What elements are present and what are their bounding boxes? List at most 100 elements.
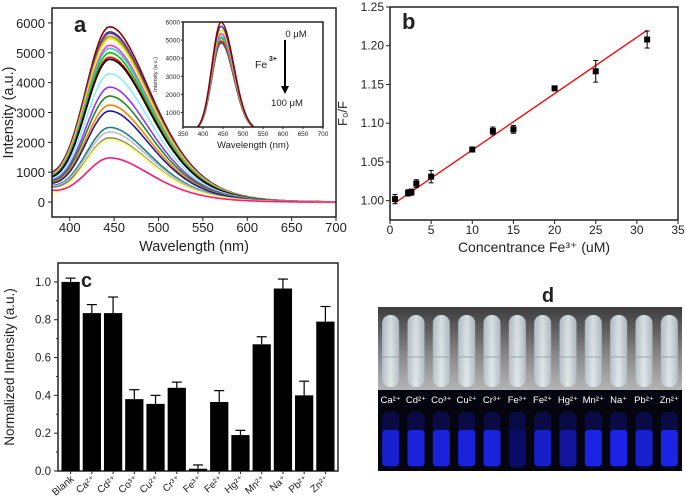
data-point-6 <box>489 127 496 134</box>
tube-uv-fluorescence <box>610 430 628 466</box>
spectrum-line-19 <box>52 157 336 203</box>
x-tick-label: 30 <box>630 223 644 237</box>
inset-x-tick-label: 650 <box>298 131 309 138</box>
x-tick-label: Fe²⁺ <box>203 474 226 495</box>
inset-annotation-ion: Fe <box>255 59 267 71</box>
panel-label: d <box>542 285 554 307</box>
x-tick-label: Ca²⁺ <box>74 474 97 496</box>
data-point-2 <box>408 189 415 196</box>
x-tick-label: 600 <box>236 220 258 235</box>
tube-label: Fe²⁺ <box>533 395 552 406</box>
tube-uv-fluorescence <box>534 430 552 466</box>
inset-x-tick-label: 600 <box>278 131 289 138</box>
x-tick-label: Cu²⁺ <box>138 474 161 496</box>
inset-y-tick-label: 5000 <box>166 38 181 45</box>
bar-9 <box>252 344 271 471</box>
inset-y-tick-label: 2000 <box>166 92 181 99</box>
tube-uv-fluorescence <box>508 430 526 466</box>
tube-daylight <box>483 315 501 387</box>
x-tick-label: Cd²⁺ <box>96 474 119 496</box>
x-tick-label: Mn²⁺ <box>243 474 267 496</box>
tube-uv-fluorescence <box>382 430 400 466</box>
inset-y-tick-label: 4000 <box>166 56 181 63</box>
x-tick-label: 650 <box>281 220 303 235</box>
inset-chart: 350 400 450 500 550 600 650 700 1000 2000 3000 4000… <box>153 20 329 152</box>
x-tick-label: Zn²⁺ <box>309 474 332 495</box>
x-tick-label: 400 <box>59 220 81 235</box>
data-point-9 <box>592 68 599 75</box>
tube-uv-fluorescence <box>635 430 653 466</box>
spectra-curves <box>52 26 336 203</box>
tube-label: Na⁺ <box>610 395 627 406</box>
tube-label: Hg²⁺ <box>558 395 578 406</box>
bar-8 <box>231 435 250 471</box>
inset-spectrum-line-8 <box>196 22 256 127</box>
y-tick-label: 3000 <box>16 106 45 121</box>
tube-uv-fluorescence <box>660 430 678 466</box>
y-tick-label: 5000 <box>16 46 45 61</box>
inset-y-tick-label: 1000 <box>166 110 181 117</box>
x-tick-label: 20 <box>548 223 562 237</box>
bar-5 <box>167 387 186 471</box>
panel-b-calibration-plot: 0 5 10 15 20 25 30 35 1.00 1.05 1.10 1.15 1.20 1.25 Co… <box>335 0 685 255</box>
x-tick-label: 700 <box>325 220 347 235</box>
inset-x-tick-label: 700 <box>318 131 329 138</box>
tube-daylight <box>458 315 476 387</box>
tube-uv-fluorescence <box>559 430 577 466</box>
x-tick-label: Na⁺ <box>268 474 289 494</box>
tube-daylight <box>432 315 450 387</box>
data-point-10 <box>644 36 651 43</box>
tube-daylight <box>635 315 653 387</box>
tube-daylight <box>559 315 577 387</box>
y-axis-label: Normalized Intensity (a.u.) <box>2 288 17 446</box>
x-tick-label: Fe³⁺ <box>181 474 204 495</box>
y-axis-label: F₀/F <box>335 101 350 126</box>
y-tick-label: 0 <box>38 195 45 210</box>
daylight-photo <box>378 307 682 390</box>
x-tick-label: Blank <box>50 473 77 496</box>
x-tick-label: 450 <box>103 220 125 235</box>
tube-daylight <box>534 315 552 387</box>
tube-label: Fe³⁺ <box>508 395 527 406</box>
inset-y-tick-label: 6000 <box>166 20 181 27</box>
uv-photo <box>378 390 682 471</box>
panel-d-tube-photo: d Ca²⁺ Cd²⁺ Co³⁺ Cu²⁺ Cr³⁺ Fe³⁺ Fe²⁺ Hg²⁺ Mn²⁺ Na⁺… <box>378 285 682 471</box>
panel-label: b <box>402 9 415 34</box>
tube-label: Cr³⁺ <box>483 395 501 406</box>
y-tick-label: 1.25 <box>361 0 385 14</box>
x-tick-label: Pb²⁺ <box>287 474 310 496</box>
data-point-4 <box>428 173 435 180</box>
bar-10 <box>273 288 293 471</box>
tube-uv-fluorescence <box>483 430 501 466</box>
tube-label: Mn²⁺ <box>583 395 604 406</box>
bar-12 <box>316 321 335 471</box>
bar-4 <box>146 403 165 471</box>
y-tick-label: 1.0 <box>35 277 51 289</box>
y-tick-label: 1.00 <box>361 194 385 208</box>
linear-fit-line <box>394 29 648 204</box>
data-point-5 <box>469 146 476 153</box>
tube-uv-fluorescence <box>432 430 450 466</box>
inset-y-tick-label: 3000 <box>166 74 181 81</box>
inset-annotation-ion-charge: 3+ <box>269 56 277 63</box>
inset-annotation-start: 0 μM <box>285 29 306 40</box>
inset-x-tick-label: 400 <box>198 131 209 138</box>
tube-uv-fluorescence <box>584 430 602 466</box>
x-tick-label: 10 <box>466 223 480 237</box>
bar-6 <box>188 468 208 471</box>
bar-3 <box>125 399 144 471</box>
x-tick-label: 0 <box>387 223 394 237</box>
x-tick-label: 15 <box>507 223 521 237</box>
tube-uv-fluorescence <box>407 430 425 466</box>
y-tick-label: 4000 <box>16 76 45 91</box>
inset-annotation-end: 100 μM <box>271 98 303 109</box>
x-tick-label: Cr³⁺ <box>161 474 183 495</box>
panel-label: a <box>74 12 87 37</box>
bar-1 <box>82 313 101 471</box>
y-tick-label: 0.0 <box>35 466 51 478</box>
x-tick-label: 25 <box>589 223 603 237</box>
data-point-7 <box>510 126 517 133</box>
tube-label: Co³⁺ <box>431 395 451 406</box>
